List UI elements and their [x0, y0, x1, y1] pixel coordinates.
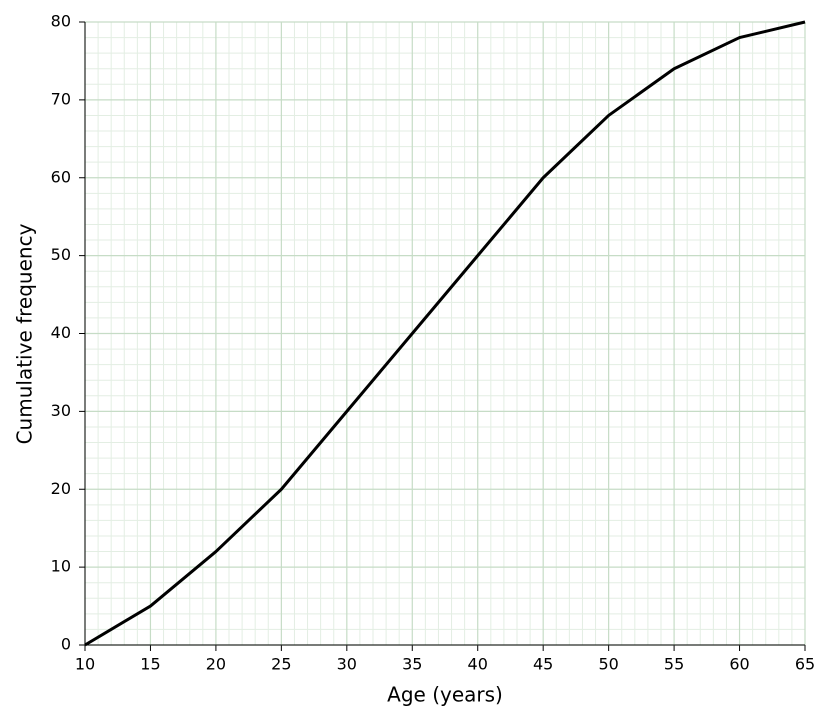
y-tick-label: 50: [51, 245, 71, 264]
x-tick-label: 35: [402, 655, 422, 674]
y-tick-label: 30: [51, 401, 71, 420]
y-tick-label: 0: [61, 635, 71, 654]
y-tick-label: 70: [51, 89, 71, 108]
y-tick-label: 10: [51, 557, 71, 576]
y-axis-label: Cumulative frequency: [13, 223, 37, 444]
x-tick-label: 60: [729, 655, 749, 674]
x-tick-label: 10: [75, 655, 95, 674]
y-tick-label: 40: [51, 323, 71, 342]
x-tick-label: 50: [598, 655, 618, 674]
x-tick-label: 55: [664, 655, 684, 674]
y-tick-label: 60: [51, 167, 71, 186]
x-axis-label: Age (years): [387, 683, 503, 707]
y-tick-label: 20: [51, 479, 71, 498]
x-tick-label: 45: [533, 655, 553, 674]
data-line: [84, 20, 806, 647]
x-tick-label: 40: [468, 655, 488, 674]
y-tick-label: 80: [51, 12, 71, 31]
x-tick-label: 25: [271, 655, 291, 674]
x-tick-label: 30: [337, 655, 357, 674]
x-tick-label: 65: [795, 655, 815, 674]
x-tick-label: 15: [140, 655, 160, 674]
x-tick-label: 20: [206, 655, 226, 674]
